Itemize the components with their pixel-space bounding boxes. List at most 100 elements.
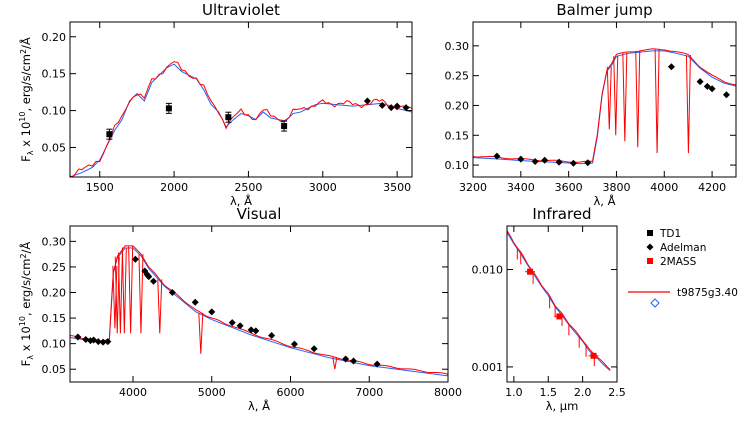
x-tick-label: 2500 — [234, 181, 262, 194]
y-tick-label: 0.15 — [42, 68, 67, 81]
adelman-marker — [373, 360, 381, 368]
y-axis-label-part: /Å — [18, 242, 33, 254]
adelman-marker — [350, 357, 357, 365]
absorption-line — [198, 312, 204, 354]
legend-model-label: t9875g3.40 — [677, 287, 738, 299]
model-flux-line — [70, 245, 448, 375]
panel-balmer: Balmer jump 3200 3400 3600 3800 4000 4200 0.10 0… — [445, 1, 737, 208]
y-axis-label-part: , erg/s/cm — [19, 259, 33, 316]
adelman-marker — [149, 277, 157, 285]
y-axis-label: Fλ x 1010, erg/s/cm2/Å — [18, 37, 35, 162]
y-axis-label-part: 10 — [18, 112, 27, 122]
absorption-line — [606, 66, 612, 130]
legend-label: TD1 — [659, 228, 681, 240]
y-tick-label: 0.25 — [445, 70, 470, 83]
model-flux-line — [473, 48, 736, 163]
synthetic-flux-line — [507, 232, 611, 371]
adelman-marker — [236, 322, 244, 330]
adelman-marker — [74, 333, 82, 341]
model-flux-line — [70, 61, 412, 177]
legend-marker — [646, 243, 654, 251]
adelman-marker — [145, 273, 153, 281]
adelman-marker — [722, 91, 730, 99]
absorption-line — [622, 52, 628, 142]
adelman-marker — [290, 340, 298, 348]
y-tick-label: 0.15 — [42, 312, 67, 325]
adelman-marker — [228, 319, 236, 327]
absorption-line — [138, 254, 144, 334]
x-axis-label: λ, Å — [594, 193, 616, 208]
x-axis-label: λ, Å — [248, 398, 270, 413]
adelman-marker — [131, 255, 139, 263]
absorption-line — [114, 256, 120, 334]
adelman-marker — [94, 338, 102, 346]
absorption-line — [613, 56, 619, 136]
y-axis-label-part: 10 — [18, 316, 27, 326]
x-tick-label: 8000 — [434, 386, 462, 399]
x-tick-label: 3600 — [555, 181, 583, 194]
adelman-marker — [584, 159, 592, 167]
y-tick-label: 0.05 — [42, 363, 67, 376]
td1-marker — [165, 105, 172, 112]
absorption-line — [654, 49, 660, 154]
x-tick-label: 7000 — [355, 386, 383, 399]
y-axis-label-part: F — [19, 155, 33, 162]
adelman-marker — [696, 78, 704, 86]
panel-visual: Visual 4000 5000 6000 7000 8000 0.05 0.10 0.15 0.… — [18, 205, 462, 413]
panel-title: Infrared — [532, 205, 591, 223]
absorption-line — [121, 247, 127, 334]
adelman-marker — [252, 327, 260, 335]
x-tick-label: 4000 — [650, 181, 678, 194]
adelman-marker — [708, 85, 716, 93]
plot-frame — [472, 21, 737, 178]
y-axis-label: Fλ x 1010, erg/s/cm2/Å — [18, 242, 35, 367]
x-tick-label: 6000 — [277, 386, 305, 399]
x-tick-label: 3800 — [602, 181, 630, 194]
x-tick-label: 2.5 — [608, 386, 626, 399]
x-tick-label: 2.0 — [574, 386, 592, 399]
adelman-marker — [569, 159, 577, 167]
x-tick-label: 3500 — [383, 181, 411, 194]
adelman-marker — [703, 82, 711, 90]
synthetic-flux-line — [70, 63, 412, 177]
legend-marker — [647, 230, 653, 236]
absorption-line — [635, 50, 641, 148]
td1-marker — [225, 114, 232, 121]
legend-marker — [647, 258, 653, 264]
y-tick-label: 0.10 — [42, 338, 67, 351]
absorption-line — [157, 279, 163, 334]
2mass-marker — [527, 268, 534, 275]
legend: TD1 Adelman 2MASS t9875g3.40 — [628, 228, 738, 308]
y-tick-label: 0.010 — [472, 264, 504, 277]
x-tick-label: 4200 — [698, 181, 726, 194]
y-axis-label-part: λ — [26, 355, 35, 360]
x-tick-label: 4000 — [119, 386, 147, 399]
y-tick-label: 0.10 — [42, 105, 67, 118]
y-tick-label: 0.30 — [445, 40, 470, 53]
legend-label: 2MASS — [660, 256, 697, 268]
y-tick-label: 0.10 — [445, 159, 470, 172]
y-axis-label-part: F — [19, 360, 33, 367]
adelman-marker — [268, 331, 276, 339]
x-tick-label: 5000 — [198, 386, 226, 399]
adelman-marker — [168, 288, 176, 296]
y-tick-label: 0.001 — [472, 361, 504, 374]
adelman-marker — [99, 338, 107, 346]
x-tick-label: 1500 — [86, 181, 114, 194]
adelman-marker — [493, 152, 501, 160]
adelman-marker — [208, 308, 216, 316]
y-tick-label: 0.05 — [42, 141, 67, 154]
panel-uv: Ultraviolet 1500 2000 2500 3000 3500 0.05 0.10 0… — [18, 1, 413, 208]
td1-marker — [281, 123, 288, 130]
y-axis-label-part: 2 — [19, 253, 28, 258]
x-tick-label: 1.5 — [540, 386, 558, 399]
y-axis-label-part: 2 — [19, 49, 28, 54]
absorption-line — [117, 252, 123, 334]
absorption-line — [685, 55, 691, 154]
absorption-line — [128, 246, 134, 334]
adelman-marker — [378, 101, 386, 109]
x-tick-label: 2000 — [160, 181, 188, 194]
legend-synthetic-marker — [650, 298, 660, 308]
2mass-marker — [556, 313, 563, 320]
